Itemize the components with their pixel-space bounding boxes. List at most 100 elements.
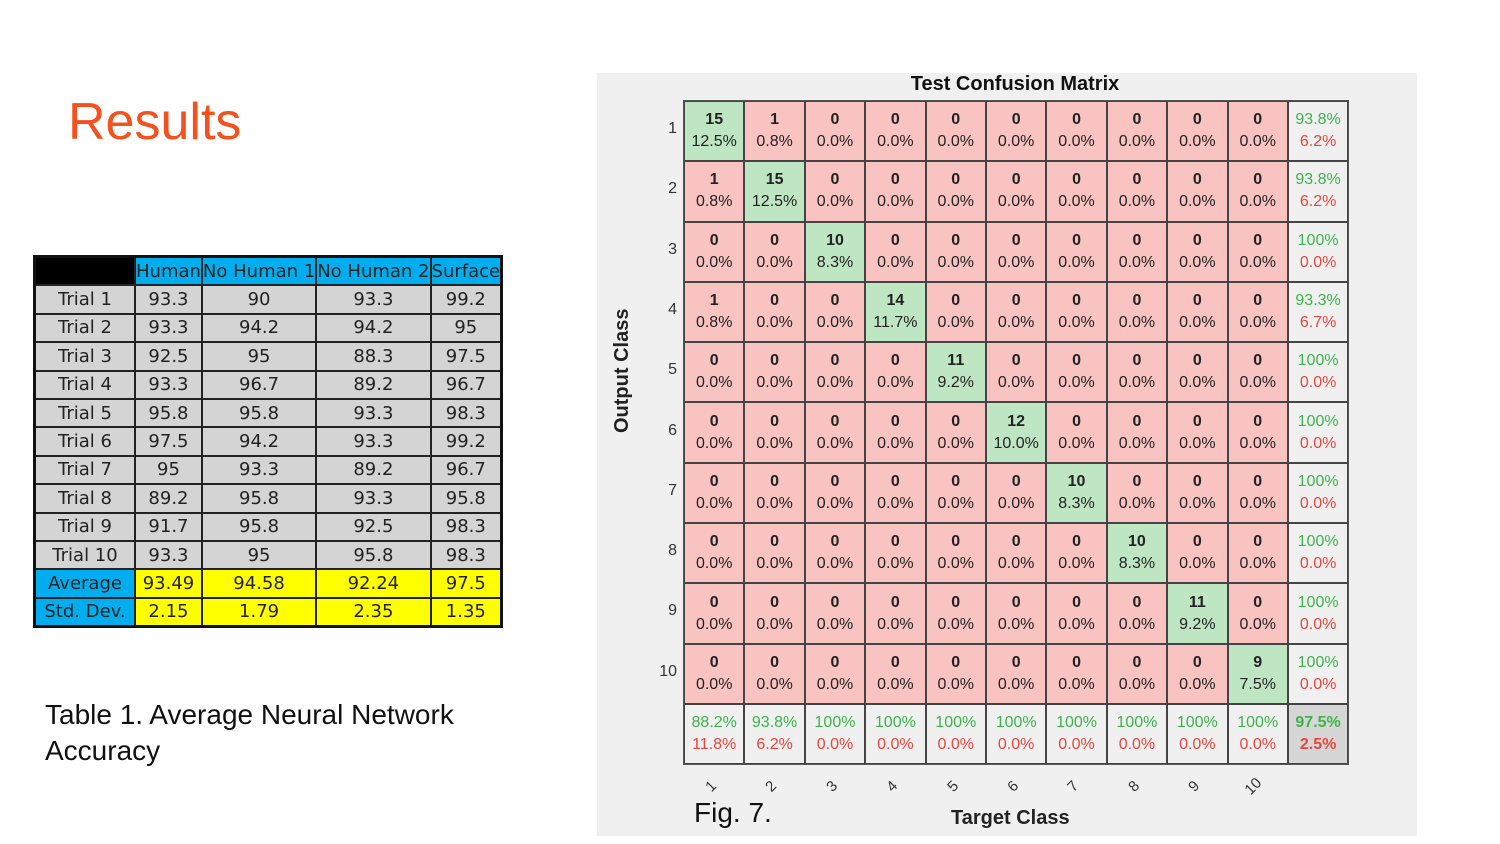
- table-row: Trial 8 89.2 95.8 93.3 95.8: [33, 483, 503, 514]
- matrix-cell: 0 0.0%: [1227, 161, 1288, 222]
- cell-count: 0: [830, 472, 840, 490]
- cell-count: 0: [1072, 352, 1081, 370]
- matrix-cell: 0 0.0%: [804, 402, 866, 463]
- column-header: [33, 255, 136, 287]
- table-cell: 94.2: [200, 426, 318, 457]
- matrix-cell: 0 0.0%: [1046, 281, 1107, 343]
- row-summary-cell: 100% 0.0%: [1287, 643, 1349, 704]
- column-header: No Human 2: [315, 255, 432, 287]
- row-precision: 100%: [1297, 533, 1339, 551]
- matrix-cell: 0 0.0%: [1167, 402, 1228, 463]
- row-summary-cell: 100% 0.0%: [1287, 342, 1349, 403]
- cell-count: 0: [1072, 533, 1081, 551]
- cell-percent: 12.5%: [691, 133, 737, 151]
- summary-row: Std. Dev. 2.15 1.79 2.35 1.35: [33, 596, 503, 628]
- cell-percent: 0.0%: [1179, 434, 1216, 452]
- matrix-cell: 0 0.0%: [865, 643, 926, 704]
- cell-percent: 0.0%: [997, 374, 1035, 392]
- column-recall: 100%: [814, 714, 856, 732]
- matrix-cell: 0 0.0%: [1227, 221, 1288, 282]
- matrix-cell: 0 0.0%: [1167, 281, 1228, 343]
- cell-count: 9: [1253, 653, 1263, 671]
- table-cell: 93.3: [134, 539, 203, 571]
- column-recall: 100%: [874, 714, 916, 732]
- x-tick-label: 5: [943, 777, 962, 796]
- column-header: No Human 1: [200, 255, 318, 287]
- table-cell: 97.5: [134, 426, 203, 457]
- summary-cell: 97.5: [429, 568, 503, 599]
- row-error: 6.2%: [1299, 193, 1337, 211]
- cell-percent: 0.0%: [1058, 374, 1095, 392]
- column-recall: 100%: [1237, 714, 1279, 732]
- matrix-cell: 0 0.0%: [744, 221, 805, 282]
- matrix-cell: 0 0.0%: [744, 523, 805, 584]
- matrix-cell: 0 0.0%: [1227, 281, 1288, 343]
- table-cell: 93.3: [134, 312, 203, 344]
- matrix-cell: 0 0.0%: [1167, 221, 1228, 282]
- matrix-cell: 1 0.8%: [684, 281, 745, 343]
- cell-count: 0: [1253, 593, 1263, 611]
- cell-count: 15: [765, 171, 784, 189]
- cell-percent: 0.0%: [877, 675, 914, 693]
- cell-count: 0: [890, 231, 900, 249]
- matrix-cell: 0 0.0%: [985, 342, 1047, 403]
- cell-count: 0: [1253, 231, 1263, 249]
- cell-count: 0: [951, 653, 961, 671]
- cell-percent: 0.0%: [816, 555, 854, 573]
- cell-count: 0: [830, 412, 840, 430]
- table-cell: 93.3: [315, 397, 432, 429]
- summary-cell: 2.15: [134, 596, 203, 628]
- cell-count: 11: [1188, 593, 1206, 611]
- cell-percent: 0.0%: [937, 314, 974, 332]
- cell-percent: 0.0%: [695, 615, 733, 633]
- cell-percent: 0.0%: [877, 193, 914, 211]
- matrix-cell: 0 0.0%: [804, 643, 866, 704]
- cell-percent: 0.0%: [816, 615, 854, 633]
- cell-percent: 0.0%: [937, 253, 974, 271]
- matrix-cell: 10 8.3%: [1046, 462, 1107, 524]
- matrix-cell: 11 9.2%: [925, 342, 986, 403]
- matrix-cell: 0 0.0%: [1046, 221, 1107, 282]
- row-label: Trial 9: [33, 511, 136, 542]
- cell-percent: 0.0%: [756, 615, 793, 633]
- column-error: 0.0%: [937, 736, 974, 754]
- matrix-cell: 0 0.0%: [1046, 643, 1107, 704]
- cell-percent: 0.0%: [997, 494, 1035, 512]
- matrix-cell: 0 0.0%: [1106, 462, 1168, 524]
- cell-percent: 0.0%: [1239, 434, 1276, 452]
- summary-label: Average: [33, 568, 136, 599]
- matrix-cell: 0 0.0%: [925, 523, 986, 584]
- cell-percent: 8.3%: [1058, 494, 1095, 512]
- cell-count: 0: [1011, 171, 1021, 189]
- matrix-cell: 0 0.0%: [865, 462, 926, 524]
- cell-count: 0: [709, 653, 719, 671]
- matrix-cell: 0 0.0%: [985, 583, 1047, 644]
- table-cell: 95: [200, 341, 318, 372]
- cell-count: 0: [1011, 292, 1021, 310]
- cell-percent: 0.0%: [1179, 494, 1216, 512]
- table-cell: 95: [200, 539, 318, 571]
- table-cell: 99.2: [429, 284, 503, 315]
- matrix-cell: 0 0.0%: [985, 462, 1047, 524]
- matrix-cell: 0 0.0%: [804, 523, 866, 584]
- table-row: Trial 10 93.3 95 95.8 98.3: [33, 539, 503, 571]
- column-summary-cell: 100% 0.0%: [1227, 703, 1288, 765]
- table-cell: 90: [200, 284, 318, 315]
- cell-percent: 0.0%: [937, 193, 974, 211]
- matrix-cell: 0 0.0%: [804, 101, 866, 162]
- confusion-matrix-figure: Test Confusion Matrix 15 12.5% 1 0.8% 0 0.0% 0…: [597, 73, 1417, 836]
- matrix-cell: 0 0.0%: [1167, 462, 1228, 524]
- matrix-cell: 0 0.0%: [925, 583, 986, 644]
- table-cell: 95.8: [429, 483, 503, 514]
- cell-percent: 0.0%: [816, 314, 854, 332]
- row-summary-cell: 93.3% 6.7%: [1287, 281, 1349, 343]
- cell-percent: 0.8%: [756, 133, 793, 151]
- cell-count: 0: [951, 111, 961, 129]
- table-row: Trial 3 92.5 95 88.3 97.5: [33, 341, 503, 372]
- y-tick-label: 7: [668, 481, 677, 499]
- cell-percent: 0.0%: [877, 133, 914, 151]
- row-error: 6.7%: [1299, 314, 1337, 332]
- column-header: Surface: [429, 255, 503, 287]
- cell-count: 0: [770, 653, 780, 671]
- cell-percent: 0.0%: [1118, 615, 1156, 633]
